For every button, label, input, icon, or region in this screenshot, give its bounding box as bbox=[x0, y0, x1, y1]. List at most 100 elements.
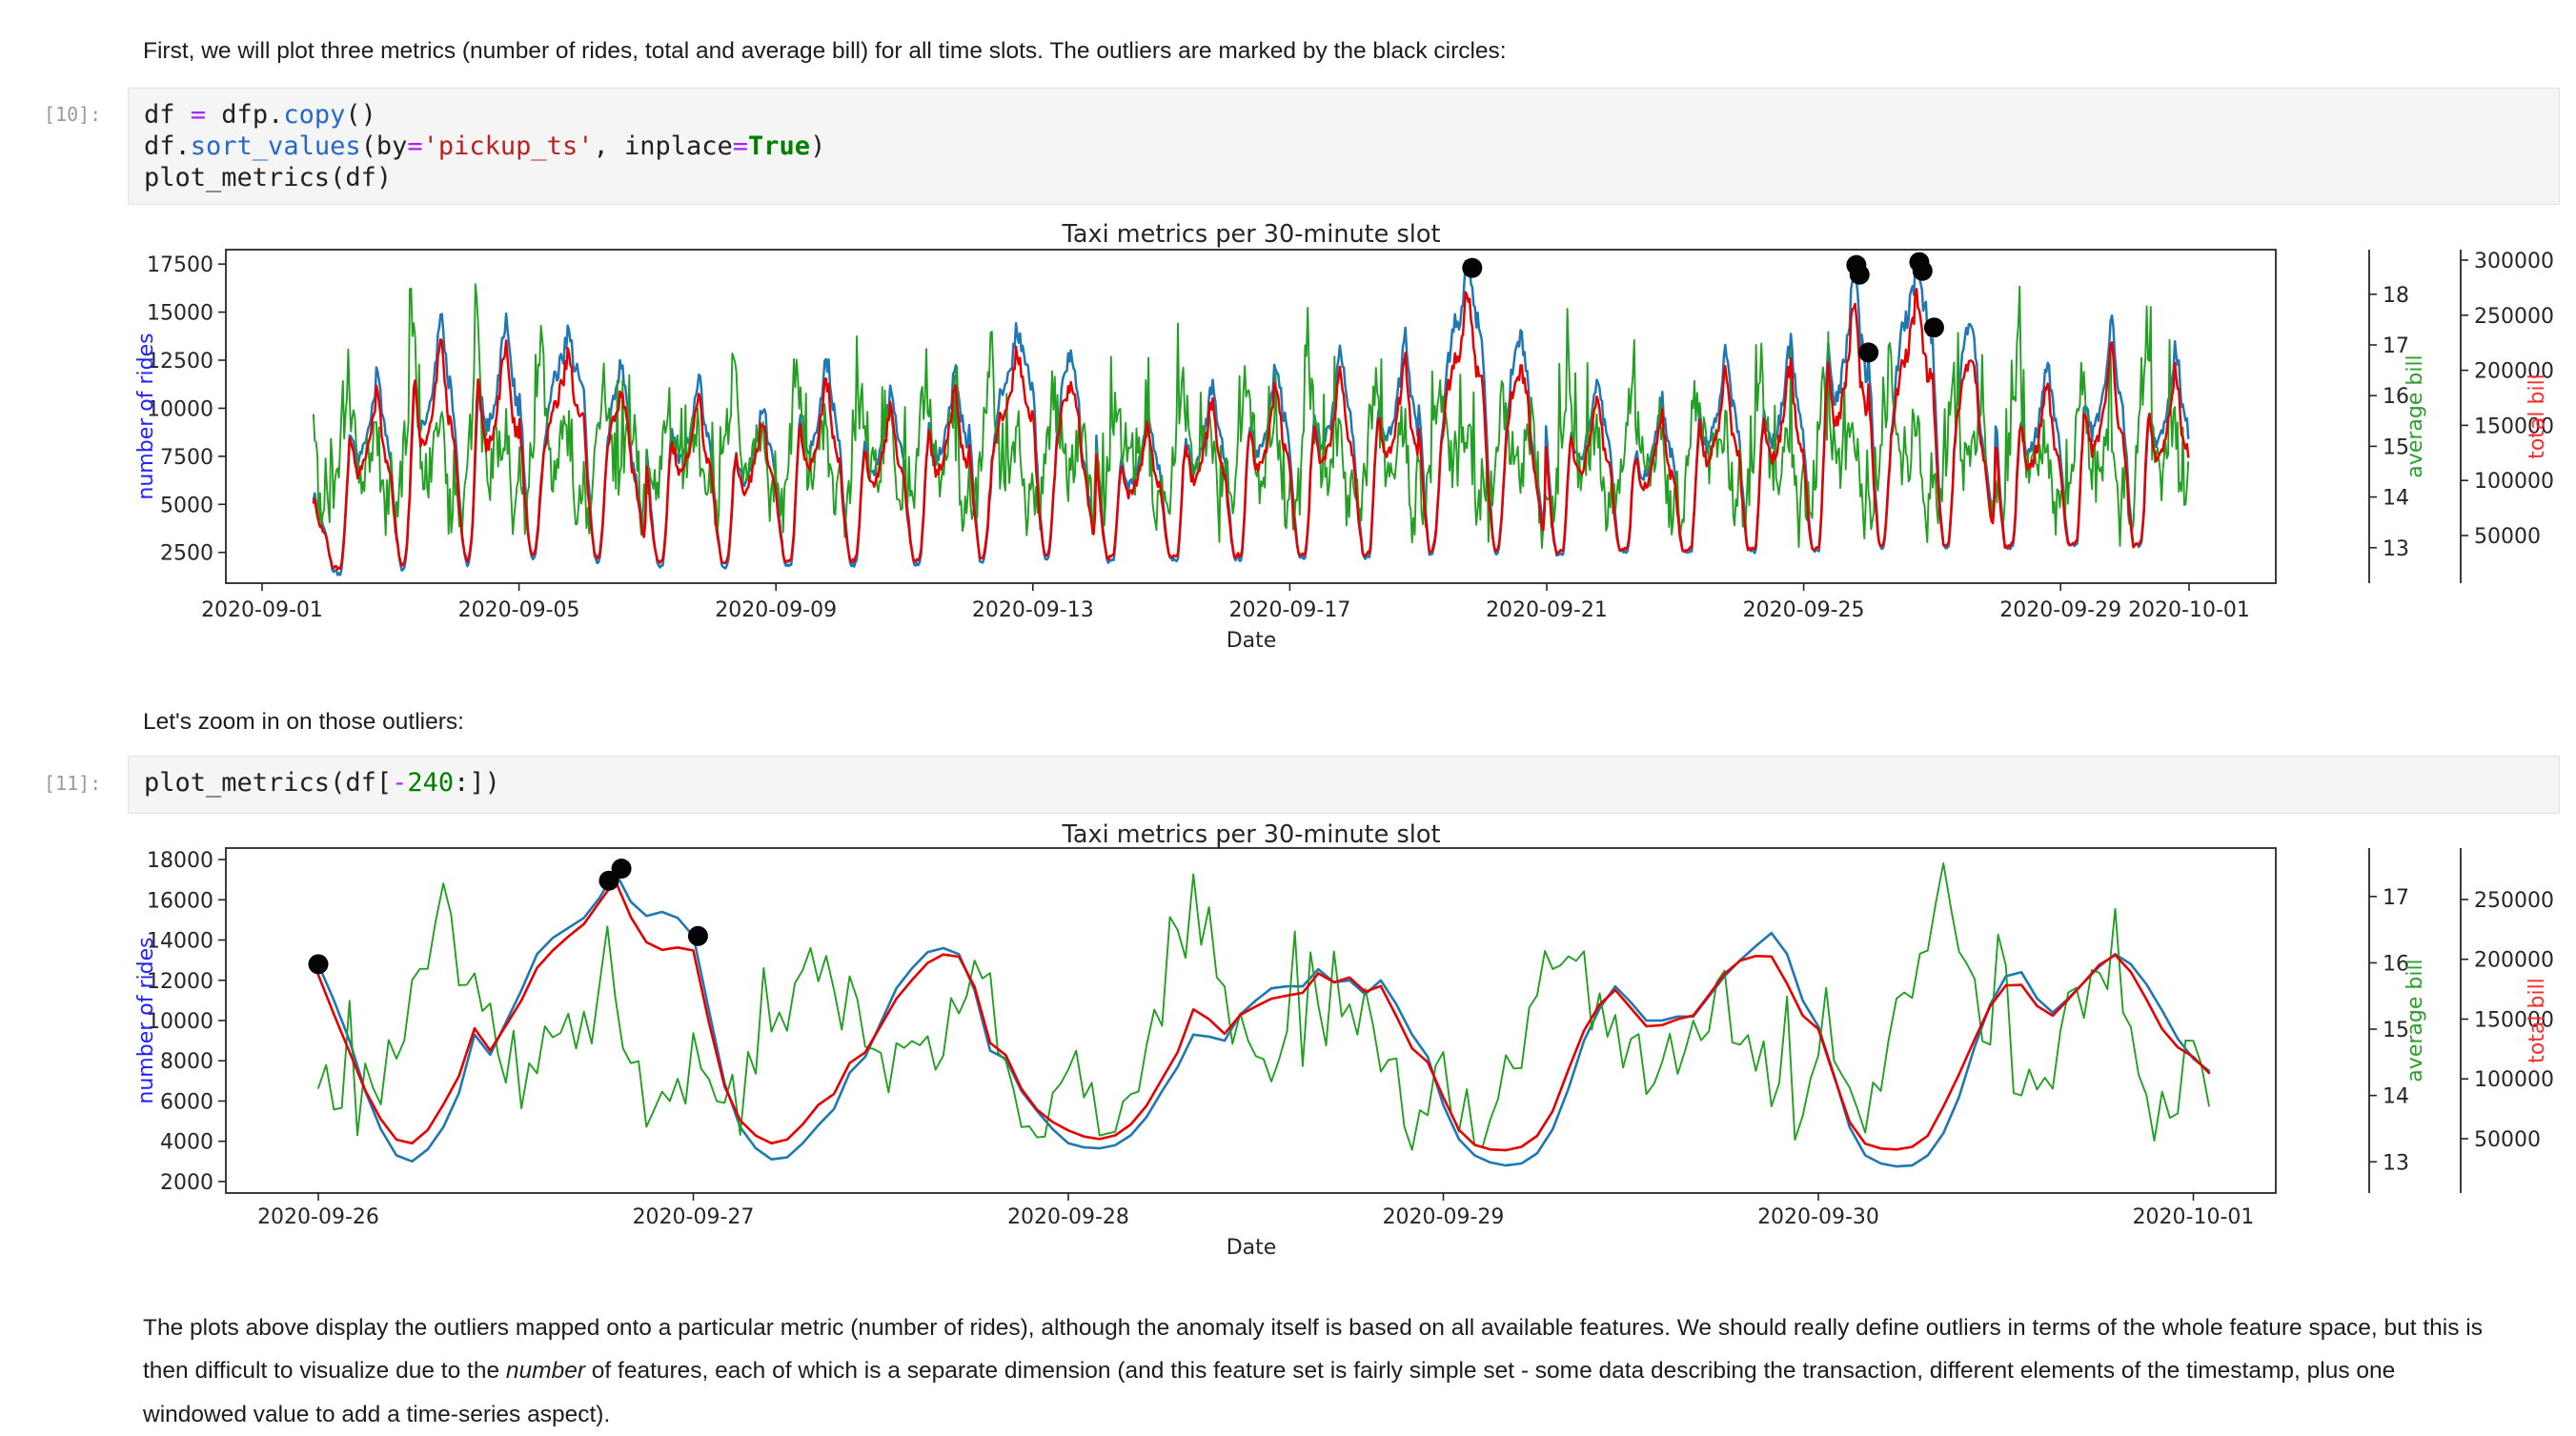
code-line: df = dfp.copy() bbox=[144, 99, 2544, 131]
code-cell-11[interactable]: plot_metrics(df[-240:]) bbox=[128, 756, 2560, 814]
x-axis-tick-label: 2020-09-26 bbox=[257, 1205, 379, 1229]
x-axis-tick-label: 2020-10-01 bbox=[2128, 598, 2250, 622]
code-token: ) bbox=[810, 131, 825, 161]
y-axis-tick-label: 7500 bbox=[160, 446, 213, 470]
chart-line-average-bill bbox=[318, 863, 2209, 1150]
x-axis-tick-label: 2020-09-27 bbox=[633, 1205, 755, 1229]
avg-bill-tick-label: 14 bbox=[2383, 1085, 2409, 1109]
code-token: copy bbox=[283, 100, 345, 130]
code-line: df.sort_values(by='pickup_ts', inplace=T… bbox=[144, 131, 2544, 162]
total-bill-tick-label: 300000 bbox=[2474, 250, 2554, 273]
markdown-intro-text: First, we will plot three metrics (numbe… bbox=[143, 35, 1507, 68]
code-token: = bbox=[191, 100, 206, 130]
y-axis-tick-label: 4000 bbox=[160, 1131, 213, 1155]
y-axis-label-rides: number of rides bbox=[134, 937, 158, 1103]
y-axis-label-total-bill: total bill bbox=[2525, 978, 2549, 1063]
total-bill-tick-label: 250000 bbox=[2474, 305, 2554, 329]
avg-bill-tick-label: 13 bbox=[2383, 1151, 2409, 1175]
total-bill-tick-label: 100000 bbox=[2474, 470, 2554, 494]
code-token: 'pickup_ts' bbox=[423, 131, 594, 161]
code-editor-11[interactable]: plot_metrics(df[-240:]) bbox=[129, 757, 2559, 809]
code-token: plot_metrics(df) bbox=[144, 163, 392, 192]
x-axis-tick-label: 2020-09-17 bbox=[1228, 598, 1350, 622]
code-token: df. bbox=[144, 131, 191, 161]
code-token: - bbox=[392, 768, 407, 798]
outlier-marker bbox=[1924, 317, 1944, 337]
outlier-marker bbox=[688, 926, 708, 946]
y-axis-tick-label: 16000 bbox=[147, 889, 213, 913]
y-axis-tick-label: 2000 bbox=[160, 1171, 213, 1195]
y-axis-tick-label: 18000 bbox=[147, 849, 213, 873]
y-axis-tick-label: 6000 bbox=[160, 1090, 213, 1114]
code-token: (by bbox=[361, 131, 408, 161]
outlier-marker bbox=[1462, 258, 1482, 278]
chart-line-total-bill bbox=[318, 880, 2209, 1150]
x-axis-tick-label: 2020-09-05 bbox=[458, 598, 580, 622]
avg-bill-tick-label: 17 bbox=[2383, 886, 2409, 910]
x-axis-tick-label: 2020-09-21 bbox=[1486, 598, 1608, 622]
code-cell-10[interactable]: df = dfp.copy()df.sort_values(by='pickup… bbox=[128, 88, 2560, 205]
code-token: = bbox=[733, 131, 748, 161]
code-line: plot_metrics(df) bbox=[144, 162, 2544, 193]
total-bill-tick-label: 50000 bbox=[2474, 1128, 2541, 1152]
markdown-zoom-note: Let's zoom in on those outliers: bbox=[143, 706, 464, 738]
code-token: True bbox=[748, 131, 810, 161]
x-axis-label: Date bbox=[1227, 629, 1277, 653]
outlier-marker bbox=[1850, 265, 1870, 285]
x-axis-tick-label: 2020-09-13 bbox=[972, 598, 1094, 622]
total-bill-tick-label: 100000 bbox=[2474, 1068, 2554, 1092]
x-axis-tick-label: 2020-09-29 bbox=[1383, 1205, 1505, 1229]
y-axis-label-average-bill: average bill bbox=[2404, 959, 2427, 1082]
y-axis-tick-label: 2500 bbox=[160, 542, 213, 566]
x-axis-tick-label: 2020-09-09 bbox=[715, 598, 837, 622]
x-axis-tick-label: 2020-10-01 bbox=[2133, 1205, 2255, 1229]
plot-area-border bbox=[226, 848, 2276, 1193]
avg-bill-tick-label: 14 bbox=[2383, 487, 2409, 511]
code-token: sort_values bbox=[191, 131, 361, 161]
y-axis-tick-label: 5000 bbox=[160, 494, 213, 517]
code-token: 240 bbox=[407, 768, 454, 798]
total-bill-tick-label: 200000 bbox=[2474, 949, 2554, 973]
conclusion-italic-word: number bbox=[506, 1358, 585, 1384]
outlier-marker bbox=[612, 859, 632, 879]
outlier-marker bbox=[1913, 261, 1933, 281]
chart-title: Taxi metrics per 30-minute slot bbox=[1062, 820, 1441, 849]
y-axis-tick-label: 15000 bbox=[147, 302, 213, 326]
y-axis-tick-label: 8000 bbox=[160, 1050, 213, 1074]
figure-taxi-metrics-zoom: Taxi metrics per 30-minute slot 2020-09-2… bbox=[0, 819, 2576, 1267]
figure-taxi-metrics-all: Taxi metrics per 30-minute slot 2020-09-0… bbox=[0, 221, 2576, 661]
code-token: df bbox=[144, 100, 191, 130]
y-axis-label-rides: number of rides bbox=[134, 333, 158, 499]
x-axis-tick-label: 2020-09-28 bbox=[1007, 1205, 1129, 1229]
cell-prompt-10: [10]: bbox=[44, 103, 101, 126]
x-axis-tick-label: 2020-09-01 bbox=[201, 598, 323, 622]
x-axis-tick-label: 2020-09-29 bbox=[1999, 598, 2121, 622]
code-token: plot_metrics(df[ bbox=[144, 768, 392, 798]
code-token: dfp. bbox=[206, 100, 283, 130]
markdown-conclusion-text: The plots above display the outliers map… bbox=[143, 1306, 2483, 1436]
avg-bill-tick-label: 17 bbox=[2383, 334, 2409, 358]
chart-title: Taxi metrics per 30-minute slot bbox=[1062, 221, 1441, 249]
x-axis-label: Date bbox=[1227, 1236, 1277, 1260]
code-token: = bbox=[407, 131, 422, 161]
cell-prompt-11: [11]: bbox=[44, 772, 101, 795]
code-token: , inplace bbox=[593, 131, 732, 161]
x-axis-tick-label: 2020-09-25 bbox=[1743, 598, 1865, 622]
code-line: plot_metrics(df[-240:]) bbox=[144, 767, 2544, 799]
taxi-metrics-chart-all: Taxi metrics per 30-minute slot 2020-09-0… bbox=[0, 221, 2576, 661]
total-bill-tick-label: 50000 bbox=[2474, 525, 2541, 549]
taxi-metrics-chart-zoom: Taxi metrics per 30-minute slot 2020-09-2… bbox=[0, 819, 2576, 1267]
avg-bill-tick-label: 13 bbox=[2383, 537, 2409, 561]
code-editor-10[interactable]: df = dfp.copy()df.sort_values(by='pickup… bbox=[129, 89, 2559, 204]
y-axis-label-average-bill: average bill bbox=[2404, 354, 2427, 477]
x-axis-tick-label: 2020-09-30 bbox=[1757, 1205, 1879, 1229]
avg-bill-tick-label: 18 bbox=[2383, 284, 2409, 308]
chart-line-number-of-rides bbox=[318, 872, 2209, 1166]
code-token: :]) bbox=[454, 768, 500, 798]
total-bill-tick-label: 250000 bbox=[2474, 889, 2554, 913]
y-axis-tick-label: 17500 bbox=[147, 253, 213, 277]
y-axis-label-total-bill: total bill bbox=[2525, 374, 2549, 459]
outlier-marker bbox=[1858, 342, 1878, 362]
code-token: () bbox=[345, 100, 376, 130]
outlier-marker bbox=[309, 954, 329, 974]
